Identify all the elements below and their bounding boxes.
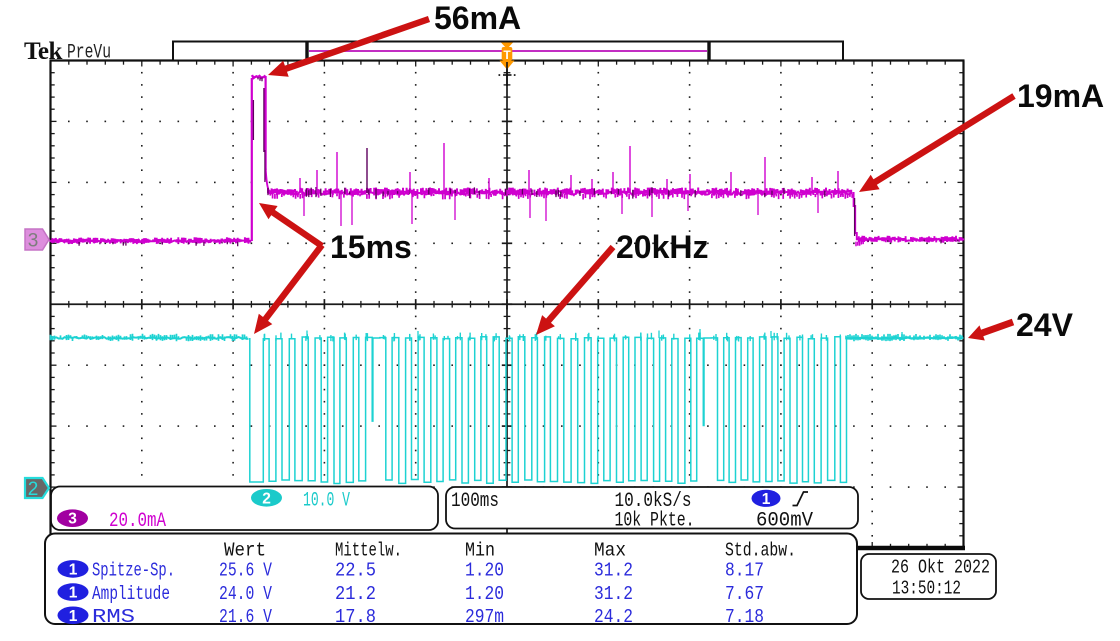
svg-text:Spitze-Sp.: Spitze-Sp. [92,560,175,582]
svg-text:56mA: 56mA [434,0,521,36]
svg-text:22.5: 22.5 [335,560,376,582]
svg-text:7.18: 7.18 [725,606,764,628]
svg-text:1.20: 1.20 [465,560,504,582]
svg-text:20kHz: 20kHz [616,229,709,265]
svg-text:26 Okt 2022: 26 Okt 2022 [891,557,990,579]
svg-text:T: T [503,48,511,62]
svg-text:100ms: 100ms [451,490,499,513]
svg-text:15ms: 15ms [330,229,412,265]
svg-text:21.6 V: 21.6 V [219,606,272,628]
svg-text:Amplitude: Amplitude [92,583,170,605]
svg-text:31.2: 31.2 [594,560,633,582]
svg-text:600mV: 600mV [756,510,813,533]
svg-text:19mA: 19mA [1017,78,1104,114]
svg-text:24.0 V: 24.0 V [219,583,272,605]
svg-text:7.67: 7.67 [725,583,764,605]
svg-text:31.2: 31.2 [594,583,633,605]
svg-text:297m: 297m [465,606,504,628]
svg-text:3: 3 [68,511,77,528]
svg-text:21.2: 21.2 [335,583,376,605]
svg-text:Min: Min [465,540,495,562]
svg-text:1: 1 [762,491,771,508]
svg-text:8.17: 8.17 [725,560,764,582]
svg-text:Max: Max [594,540,626,562]
svg-text:Mittelw.: Mittelw. [335,540,402,562]
svg-text:2: 2 [28,479,39,500]
svg-text:24.2: 24.2 [594,606,633,628]
svg-text:20.0mA: 20.0mA [109,510,166,533]
svg-text:24V: 24V [1016,307,1074,343]
svg-text:RMS: RMS [92,606,135,628]
svg-text:1: 1 [69,561,78,578]
svg-text:25.6 V: 25.6 V [219,560,272,582]
svg-text:Wert: Wert [224,540,266,562]
svg-text:1.20: 1.20 [465,583,504,605]
svg-text:10k Pkte.: 10k Pkte. [615,510,695,533]
svg-text:13:50:12: 13:50:12 [892,578,961,600]
svg-text:Std.abw.: Std.abw. [725,540,796,562]
svg-text:10.0 V: 10.0 V [303,490,350,513]
svg-text:3: 3 [28,231,39,252]
svg-text:1: 1 [69,608,78,625]
svg-text:Tek: Tek [24,38,62,65]
svg-text:17.8: 17.8 [335,606,376,628]
svg-text:1: 1 [69,585,78,602]
svg-text:PreVu: PreVu [67,42,111,65]
svg-text:2: 2 [262,490,271,507]
svg-text:10.0kS/s: 10.0kS/s [615,490,692,513]
